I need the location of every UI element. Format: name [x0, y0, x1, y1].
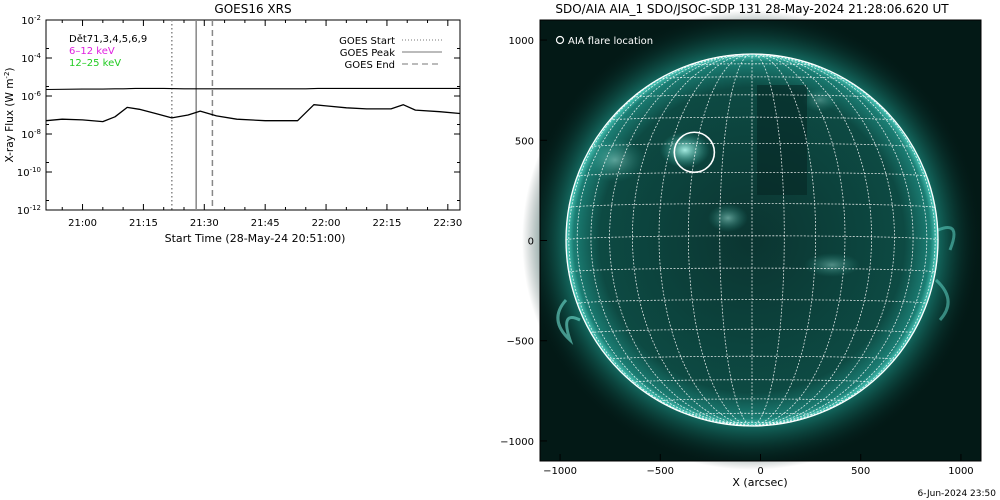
latitude-line [609, 355, 895, 360]
goes-x-label: Start Time (28-May-24 20:51:00) [165, 232, 346, 245]
legend-circle-icon [555, 35, 565, 45]
goes-x-tick-label: 21:15 [129, 218, 158, 229]
goes-x-tick-label: 22:30 [433, 218, 462, 229]
disk-limb-outline [565, 53, 939, 427]
goes-x-tick-label: 22:00 [312, 218, 341, 229]
goes-y-tick-label: 10-8 [21, 128, 41, 141]
limb-loops-east [556, 298, 581, 345]
aia-legend: AIA flare location [555, 35, 653, 47]
aia-x-label: X (arcsec) [732, 476, 787, 489]
goes-event-markers [171, 20, 214, 210]
goes-legend-entry: 6–12 keV [69, 46, 115, 57]
longitude-line [751, 53, 846, 427]
active-region-flare [660, 132, 710, 168]
aia-x-tick-label: −1000 [543, 466, 577, 477]
goes-legend-event-label: GOES Start [339, 36, 395, 47]
aia-y-axis: 1000 500 0 −500 −1000 [500, 36, 547, 448]
longitude-line [590, 54, 753, 427]
aia-legend-label: AIA flare location [568, 36, 653, 47]
goes-legend-event-label: GOES End [345, 60, 395, 71]
aia-x-tick-label: 500 [851, 466, 870, 477]
goes-plot-frame [45, 19, 461, 211]
longitude-line [751, 53, 895, 427]
goes-x-tick-label: 21:45 [251, 218, 280, 229]
goes-legend-entry: 12–25 keV [69, 58, 121, 69]
longitude-line [609, 53, 753, 427]
longitude-line [751, 53, 785, 427]
latitude-line [590, 328, 914, 334]
goes-y-tick-label: 10-6 [21, 90, 41, 103]
goes-x-tick-label: 21:30 [190, 218, 219, 229]
disk-features [585, 85, 860, 277]
goes-legend-entry: Dět71,3,4,5,6,9 [69, 33, 147, 45]
aia-x-tick-label: 0 [757, 466, 763, 477]
aia-y-tick-label: 1000 [509, 36, 534, 47]
latitude-line [609, 116, 895, 121]
longitude-line [751, 55, 936, 427]
goes-y-tick-label: 10-10 [17, 166, 41, 179]
latitude-line [632, 94, 872, 98]
goes-xrs-panel: GOES16 XRS 10-12 10-10 10-8 10-6 10-4 10-2 21… [3, 2, 462, 245]
goes-x-tick-label: 22:15 [373, 218, 402, 229]
aia-x-tick-label: 1000 [948, 466, 973, 477]
longitude-line [751, 54, 928, 427]
goes-x-axis: 21:00 21:15 21:30 21:45 22:00 22:15 22:30 [61, 20, 462, 229]
latitude-line [688, 412, 816, 415]
latitude-line [659, 76, 845, 80]
goes-y-tick-label: 10-12 [17, 204, 41, 217]
aia-title: SDO/AIA AIA_1 SDO/JSOC-SDP 131 28-May-20… [555, 2, 949, 16]
flare-location-circle [673, 131, 716, 174]
aia-footer-date: 6-Jun-2024 23:50 [918, 489, 997, 499]
aia-y-tick-label: −1000 [500, 437, 534, 448]
goes-y-label: X-ray Flux (W m-2) [3, 67, 16, 162]
latitude-line [577, 172, 927, 177]
active-region-sw [804, 253, 860, 277]
latitude-line [590, 143, 914, 148]
goes-y-axis: 10-12 10-10 10-8 10-6 10-4 10-2 [17, 14, 460, 217]
longitude-line [688, 53, 753, 427]
goes-legend-event-label: GOES Peak [340, 48, 395, 59]
goes-series-6-12kev-line [46, 87, 460, 91]
coronal-hole [757, 85, 807, 195]
goes-title: GOES16 XRS [214, 2, 291, 16]
goes-series [46, 87, 460, 123]
active-region-center [708, 204, 748, 232]
limb-loops-west [934, 226, 956, 322]
goes-y-tick-label: 10-4 [21, 52, 41, 65]
aia-y-tick-label: 500 [515, 136, 534, 147]
longitude-line [568, 55, 753, 427]
goes-x-tick-label: 21:00 [68, 218, 97, 229]
longitude-line [751, 53, 816, 427]
active-region-ne [585, 138, 645, 182]
longitude-line [751, 54, 914, 427]
goes-series-12-25kev-line [46, 104, 460, 123]
aia-x-tick-label: −500 [647, 466, 674, 477]
longitude-line [576, 54, 753, 427]
longitude-line [658, 53, 753, 427]
flare-location-marker [673, 131, 716, 174]
longitude-line [719, 53, 753, 427]
aia-y-tick-label: −500 [507, 337, 534, 348]
goes-y-tick-label: 10-2 [21, 14, 41, 27]
aia-x-axis: −1000 −500 0 500 1000 [543, 454, 974, 477]
aia-y-tick-label: 0 [528, 237, 534, 248]
latitude-line [719, 55, 785, 58]
aia-panel: SDO/AIA AIA_1 SDO/JSOC-SDP 131 28-May-20… [500, 2, 996, 499]
